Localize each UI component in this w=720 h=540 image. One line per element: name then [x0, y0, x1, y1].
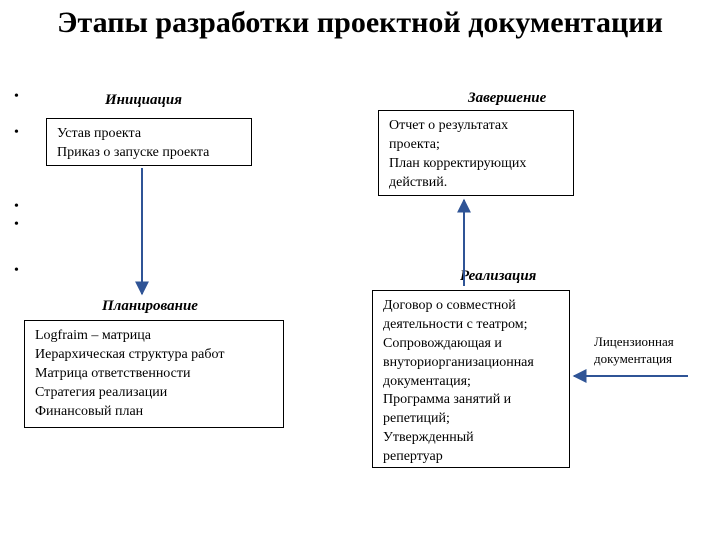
box-completion: Отчет о результатах проекта; План коррек… — [378, 110, 574, 196]
side-label-licensing: Лицензионная документация — [594, 334, 674, 368]
stage-label-planning: Планирование — [102, 298, 198, 315]
bullet-dot: • — [14, 126, 19, 140]
page-title: Этапы разработки проектной документации — [0, 6, 720, 39]
stage-label-completion: Завершение — [468, 90, 546, 107]
box-realization: Договор о совместной деятельности с теат… — [372, 290, 570, 468]
arrows-layer — [0, 0, 720, 540]
box-initiation: Устав проекта Приказ о запуске проекта — [46, 118, 252, 166]
bullet-dot: • — [14, 200, 19, 214]
bullet-dot: • — [14, 264, 19, 278]
bullet-dot: • — [14, 90, 19, 104]
stage-label-realization: Реализация — [460, 268, 536, 285]
bullet-dot: • — [14, 218, 19, 232]
box-planning: Logfraim – матрица Иерархическая структу… — [24, 320, 284, 428]
stage-label-initiation: Инициация — [105, 92, 182, 109]
